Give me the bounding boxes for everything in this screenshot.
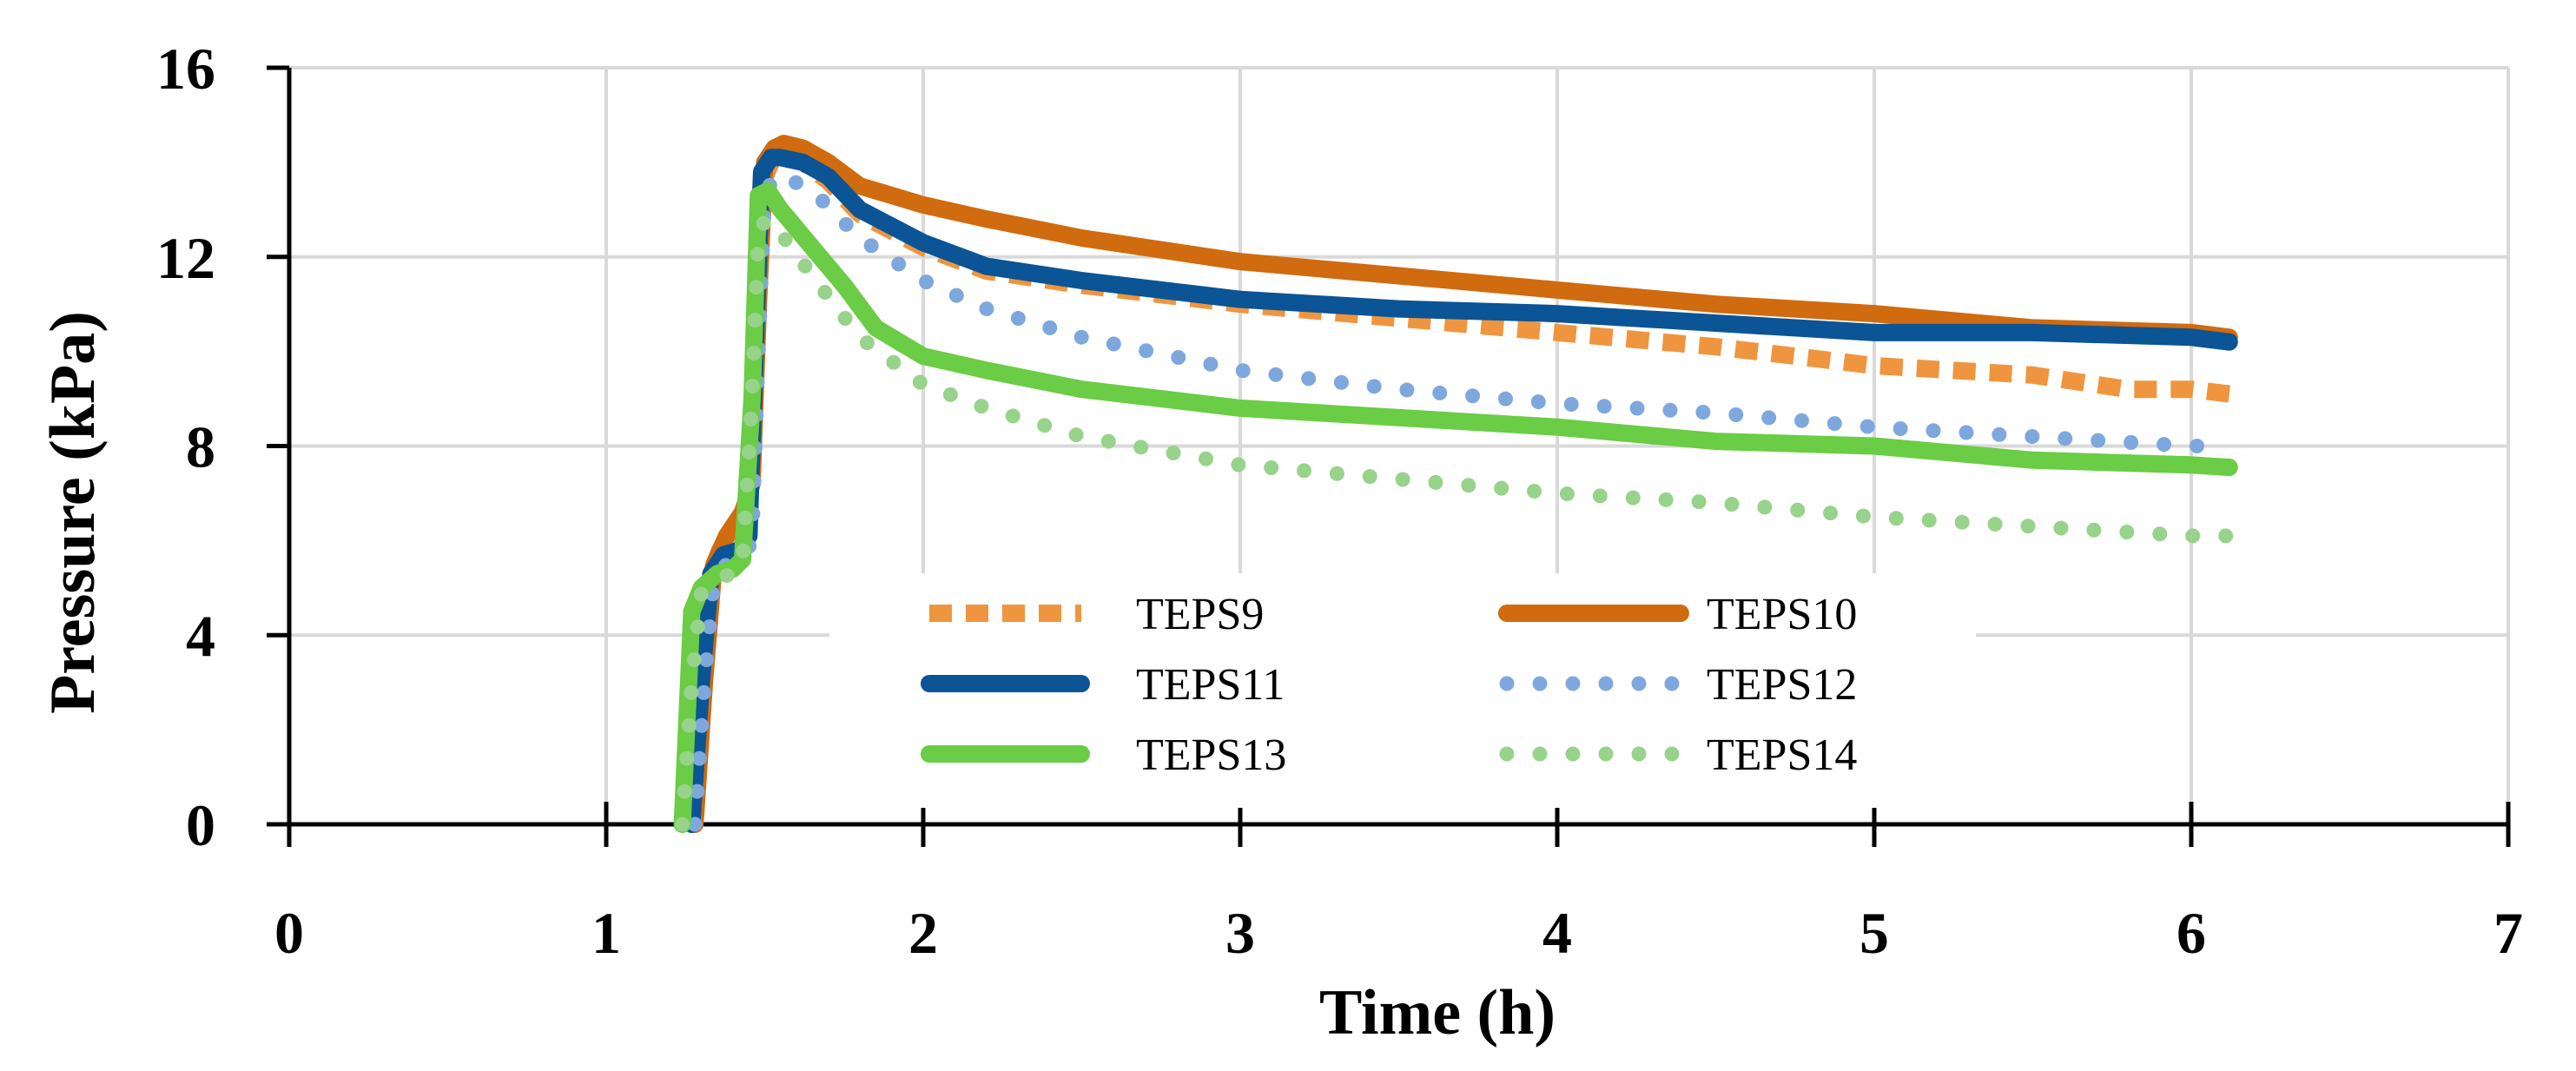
y-tick-label-16: 16 [156, 36, 215, 102]
series-line-teps12 [687, 169, 2237, 832]
legend-label-teps14: TEPS14 [1707, 731, 1857, 780]
legend-label-teps12: TEPS12 [1707, 660, 1857, 710]
y-axis-title: Pressure (kPa) [37, 311, 109, 714]
x-tick-label-3: 3 [1225, 900, 1255, 966]
y-tick-label-4: 4 [186, 603, 215, 669]
y-tick-label-0: 0 [186, 792, 215, 858]
series-layer [673, 135, 2238, 833]
y-tick-label-12: 12 [156, 225, 215, 291]
legend-label-teps9: TEPS9 [1136, 590, 1264, 639]
series-line-teps14 [675, 211, 2237, 832]
x-tick-label-7: 7 [2493, 900, 2523, 966]
x-tick-label-0: 0 [274, 900, 304, 966]
axes [267, 65, 2511, 847]
x-tick-label-2: 2 [908, 900, 938, 966]
legend-label-teps13: TEPS13 [1136, 731, 1286, 780]
legend-label-teps11: TEPS11 [1136, 660, 1285, 710]
x-tick-label-5: 5 [1859, 900, 1889, 966]
legend-label-teps10: TEPS10 [1707, 590, 1857, 639]
legend: TEPS9 TEPS10 TEPS11 TEPS12 TEPS13 TEPS14 [829, 573, 1976, 808]
x-tick-label-4: 4 [1542, 900, 1572, 966]
x-tick-label-6: 6 [2176, 900, 2206, 966]
y-tick-label-8: 8 [186, 414, 215, 480]
x-axis-title: Time (h) [1319, 977, 1556, 1048]
x-tick-label-1: 1 [591, 900, 621, 966]
